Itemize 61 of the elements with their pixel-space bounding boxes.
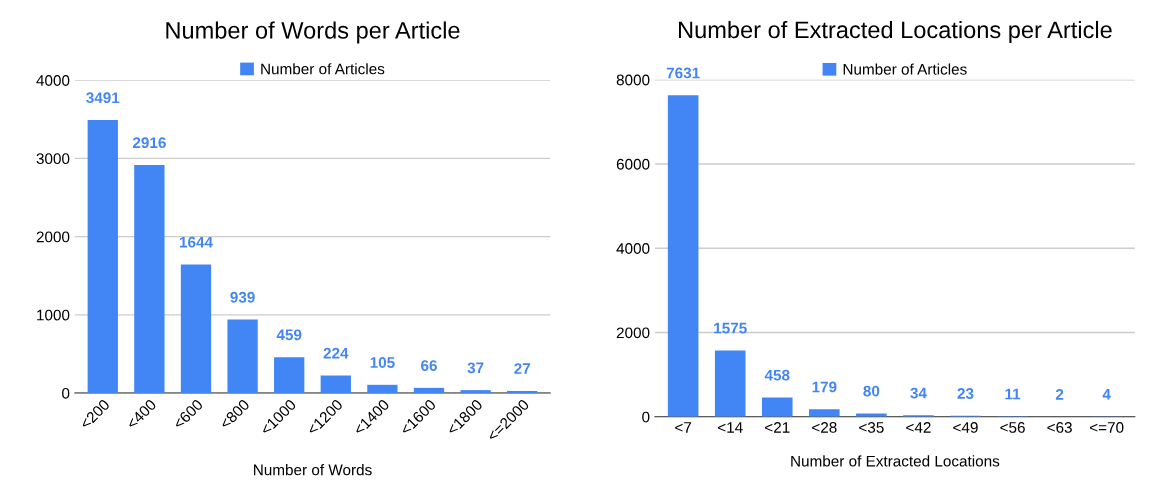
data-label: 3491 — [86, 92, 120, 104]
data-label: 11 — [1005, 388, 1021, 400]
bar — [413, 387, 445, 394]
data-label: 2 — [1055, 388, 1064, 400]
x-tick-label: <63 — [1047, 422, 1072, 433]
y-tick-label: 4000 — [616, 243, 650, 254]
data-label: 66 — [421, 360, 437, 371]
bar — [761, 397, 793, 417]
x-tick-label: <7 — [675, 422, 692, 433]
bar — [134, 164, 165, 394]
y-tick-label: 4000 — [36, 75, 70, 86]
bar — [227, 319, 258, 394]
x-axis-title: Number of Extracted Locations — [791, 455, 1000, 467]
data-label: 27 — [514, 363, 531, 374]
data-label: 4 — [1102, 389, 1111, 400]
y-tick-label: 8000 — [616, 74, 650, 86]
x-tick-label: <21 — [765, 422, 790, 433]
x-axis-title: Number of Words — [254, 464, 372, 476]
data-label: 459 — [276, 329, 302, 341]
bar — [180, 264, 212, 394]
bar — [320, 375, 351, 394]
data-label: 458 — [764, 369, 790, 381]
legend-label: Number of Articles — [843, 63, 967, 75]
y-tick-label: 0 — [62, 387, 70, 399]
data-label: 105 — [370, 357, 395, 368]
y-tick-label: 6000 — [616, 158, 650, 170]
data-label: 80 — [863, 385, 880, 397]
chart-title: Number of Extracted Locations per Article — [679, 20, 1112, 43]
bar — [87, 120, 118, 394]
data-label: 2916 — [132, 137, 166, 149]
data-label: 7631 — [666, 67, 700, 79]
bar — [274, 357, 305, 394]
bar — [714, 350, 746, 417]
data-label: 37 — [467, 362, 484, 374]
x-tick-label: <14 — [718, 422, 743, 433]
y-tick-label: 3000 — [36, 153, 70, 165]
data-label: 34 — [910, 387, 927, 399]
bar — [507, 390, 538, 394]
data-label: 23 — [957, 388, 974, 399]
x-tick-label: <56 — [1000, 422, 1025, 433]
bar — [856, 413, 887, 417]
x-tick-label: <49 — [953, 422, 978, 433]
x-tick-label: <=70 — [1089, 422, 1124, 433]
chart-title: Number of Words per Article — [166, 21, 460, 44]
data-label: 1644 — [179, 236, 213, 248]
data-label: 1575 — [714, 322, 747, 334]
bar — [367, 384, 398, 394]
x-tick-label: <28 — [812, 422, 837, 433]
data-label: 939 — [230, 291, 255, 303]
x-tick-label: <42 — [906, 422, 931, 433]
data-label: 179 — [812, 381, 837, 393]
y-tick-label: 2000 — [36, 231, 70, 243]
data-label: 224 — [323, 347, 349, 359]
y-tick-label: 1000 — [37, 309, 70, 321]
x-tick-label: <35 — [859, 422, 884, 433]
bar — [460, 390, 491, 394]
bar — [809, 409, 840, 417]
legend-label: Number of Articles — [261, 63, 385, 75]
y-tick-label: 2000 — [616, 327, 650, 339]
y-tick-label: 0 — [642, 411, 650, 423]
bar — [667, 95, 699, 417]
